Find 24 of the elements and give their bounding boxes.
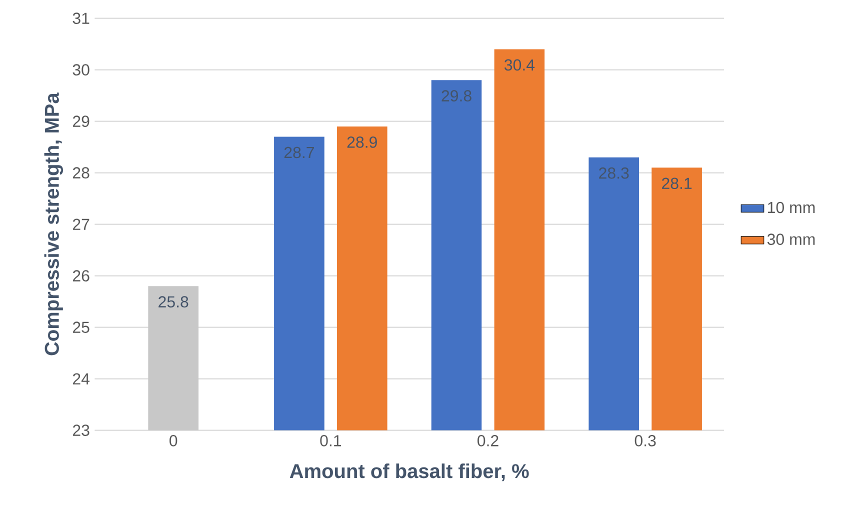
y-tick-label: 30 — [72, 64, 90, 76]
data-label: 25.8 — [158, 296, 188, 308]
legend-label: 10 mm — [768, 202, 815, 214]
y-tick-label: 25 — [72, 322, 90, 333]
y-axis-title: Compressive strength, MPa — [44, 92, 64, 356]
y-tick-label: 24 — [72, 373, 90, 384]
y-tick-label: 31 — [72, 12, 90, 24]
x-tick-label: 0.1 — [320, 435, 342, 446]
data-label: 28.7 — [284, 146, 314, 158]
data-label: 29.8 — [442, 90, 472, 102]
y-tick-label: 27 — [72, 218, 90, 230]
x-axis-title: Amount of basalt fiber, % — [290, 464, 529, 482]
y-tick-label: 23 — [72, 424, 90, 436]
data-label: 28.3 — [599, 167, 629, 179]
x-tick-label: 0 — [170, 435, 178, 446]
y-tick-label: 26 — [72, 270, 90, 282]
x-tick-label: 0.2 — [478, 435, 498, 446]
legend-label: 30 mm — [767, 234, 815, 245]
y-tick-label: 28 — [72, 167, 90, 178]
y-tick-label: 29 — [72, 116, 90, 127]
x-tick-label: 0.3 — [634, 435, 656, 446]
data-label: 28.9 — [347, 136, 377, 148]
data-label: 30.4 — [504, 59, 535, 71]
data-label: 28.1 — [662, 178, 692, 190]
